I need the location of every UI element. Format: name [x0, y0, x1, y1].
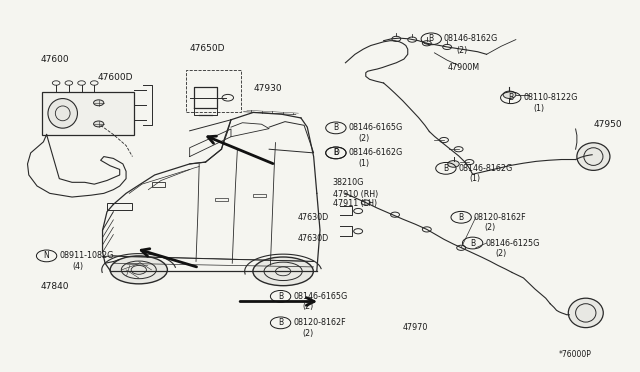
Text: 47630D: 47630D: [298, 234, 329, 243]
Text: 08120-8162F: 08120-8162F: [474, 213, 527, 222]
Text: 47911 (LH): 47911 (LH): [333, 199, 377, 208]
Text: 47900M: 47900M: [447, 63, 479, 72]
Text: 47930: 47930: [253, 84, 282, 93]
Ellipse shape: [55, 106, 70, 121]
Text: (1): (1): [358, 159, 369, 168]
Text: 38210G: 38210G: [333, 178, 364, 187]
Text: 08146-6162G: 08146-6162G: [349, 148, 403, 157]
Text: B: B: [459, 213, 464, 222]
Ellipse shape: [253, 257, 314, 286]
Text: 47600D: 47600D: [97, 73, 133, 82]
Text: (4): (4): [72, 262, 83, 271]
Text: B: B: [278, 318, 283, 327]
Text: 47970: 47970: [403, 323, 428, 332]
Text: 47910 (RH): 47910 (RH): [333, 190, 378, 199]
Text: B: B: [429, 34, 434, 44]
FancyBboxPatch shape: [42, 92, 134, 135]
Text: 47950: 47950: [593, 120, 622, 129]
Ellipse shape: [110, 256, 168, 284]
Text: B: B: [508, 93, 513, 102]
Text: B: B: [333, 124, 339, 132]
Circle shape: [503, 91, 516, 99]
Ellipse shape: [577, 143, 610, 170]
Text: (2): (2): [358, 134, 369, 143]
Ellipse shape: [48, 99, 77, 128]
Text: (2): (2): [457, 46, 468, 55]
Text: *76000P: *76000P: [559, 350, 591, 359]
Text: B: B: [278, 292, 283, 301]
Text: B: B: [470, 238, 475, 247]
Bar: [152, 182, 166, 187]
Bar: [253, 194, 266, 197]
Text: 08146-6125G: 08146-6125G: [485, 238, 540, 247]
Text: 08911-1082G: 08911-1082G: [60, 251, 114, 260]
Text: 47840: 47840: [40, 282, 68, 291]
Text: 08146-6165G: 08146-6165G: [349, 124, 403, 132]
Text: 47650D: 47650D: [189, 44, 225, 52]
Text: 08146-8162G: 08146-8162G: [459, 164, 513, 173]
Text: 08120-8162F: 08120-8162F: [293, 318, 346, 327]
Text: N: N: [44, 251, 49, 260]
Circle shape: [93, 121, 104, 127]
Text: 47630D: 47630D: [298, 213, 329, 222]
Text: 08110-8122G: 08110-8122G: [524, 93, 578, 102]
Text: D: D: [333, 148, 339, 157]
Bar: [107, 203, 132, 210]
Text: B: B: [444, 164, 449, 173]
Text: (2): (2): [302, 302, 314, 311]
Bar: [215, 198, 228, 201]
Circle shape: [448, 161, 460, 167]
Circle shape: [93, 100, 104, 106]
Text: B: B: [333, 148, 339, 157]
Text: (1): (1): [533, 104, 544, 113]
Text: 08146-6165G: 08146-6165G: [293, 292, 348, 301]
Text: 47600: 47600: [40, 55, 69, 64]
Text: (1): (1): [469, 174, 481, 183]
Text: (2): (2): [302, 328, 314, 338]
Bar: [186, 70, 241, 112]
Text: (2): (2): [495, 249, 507, 258]
Text: (2): (2): [484, 223, 495, 232]
Text: 08146-8162G: 08146-8162G: [444, 34, 498, 44]
Ellipse shape: [568, 298, 604, 328]
